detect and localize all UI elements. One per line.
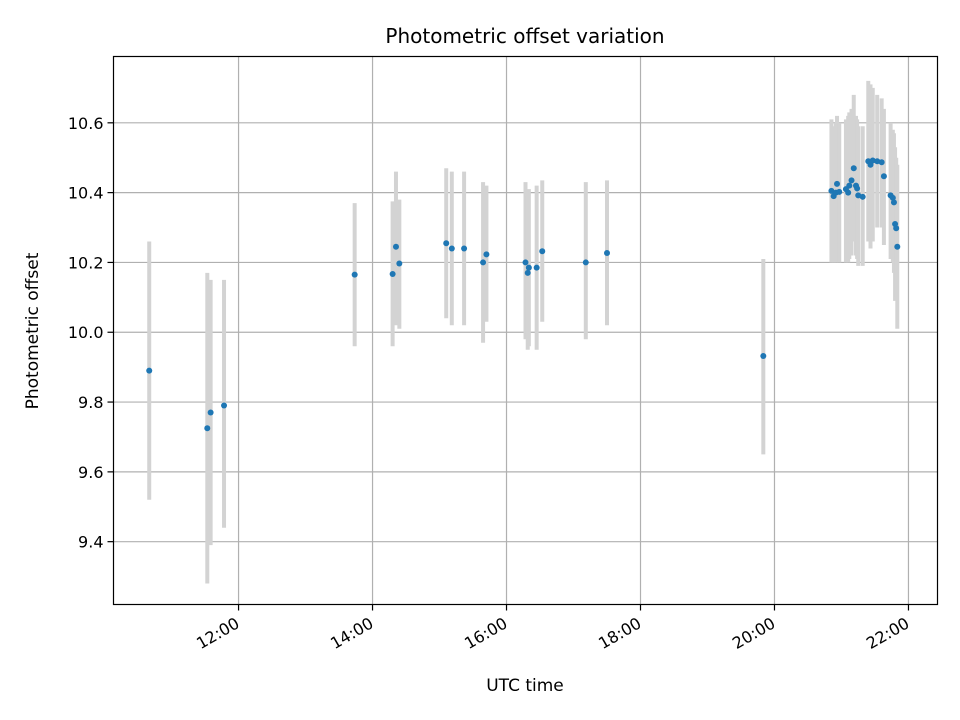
plot-frame bbox=[112, 55, 939, 606]
data-point bbox=[889, 194, 896, 201]
data-point bbox=[146, 367, 153, 374]
y-tick-label: 10.4 bbox=[68, 184, 104, 203]
data-point bbox=[483, 251, 490, 258]
data-point bbox=[848, 177, 855, 184]
data-point bbox=[461, 245, 468, 252]
data-points bbox=[146, 157, 901, 432]
data-point bbox=[204, 425, 211, 432]
x-axis-label: UTC time bbox=[486, 676, 564, 696]
grid bbox=[113, 56, 938, 605]
data-point bbox=[869, 157, 876, 164]
data-point bbox=[859, 193, 866, 200]
data-point bbox=[396, 260, 403, 267]
data-point bbox=[539, 248, 546, 255]
data-point bbox=[221, 402, 228, 409]
data-point bbox=[389, 270, 396, 277]
y-tick-label: 10.2 bbox=[68, 253, 104, 272]
data-point bbox=[351, 271, 358, 278]
data-point bbox=[834, 180, 841, 187]
data-point bbox=[480, 259, 487, 266]
data-point bbox=[894, 243, 901, 250]
data-point bbox=[850, 165, 857, 172]
y-axis-label: Photometric offset bbox=[23, 252, 43, 409]
data-point bbox=[846, 182, 853, 189]
y-tick-label: 9.4 bbox=[78, 533, 103, 552]
y-tick-label: 9.6 bbox=[78, 463, 103, 482]
data-point bbox=[604, 250, 611, 257]
data-point bbox=[522, 259, 529, 266]
data-point bbox=[890, 199, 897, 206]
data-point bbox=[524, 269, 531, 276]
data-point bbox=[874, 158, 881, 165]
y-tick-label: 10.0 bbox=[68, 323, 104, 342]
data-point bbox=[443, 240, 450, 247]
data-point bbox=[893, 225, 900, 232]
data-point bbox=[582, 259, 589, 266]
data-point bbox=[533, 264, 540, 271]
data-point bbox=[448, 245, 455, 252]
data-point bbox=[525, 264, 532, 271]
y-tick-label: 10.6 bbox=[68, 114, 104, 133]
data-point bbox=[760, 352, 767, 359]
data-point bbox=[207, 409, 214, 416]
y-axis-ticks: 9.4 9.6 9.8 10.0 10.2 10.4 10.6 bbox=[68, 114, 114, 552]
data-point bbox=[880, 173, 887, 180]
data-point bbox=[845, 189, 852, 196]
data-point bbox=[854, 185, 861, 192]
chart-title: Photometric offset variation bbox=[385, 24, 664, 48]
data-point bbox=[878, 159, 885, 166]
data-point bbox=[392, 243, 399, 250]
y-tick-label: 9.8 bbox=[78, 393, 103, 412]
data-point bbox=[836, 188, 843, 195]
